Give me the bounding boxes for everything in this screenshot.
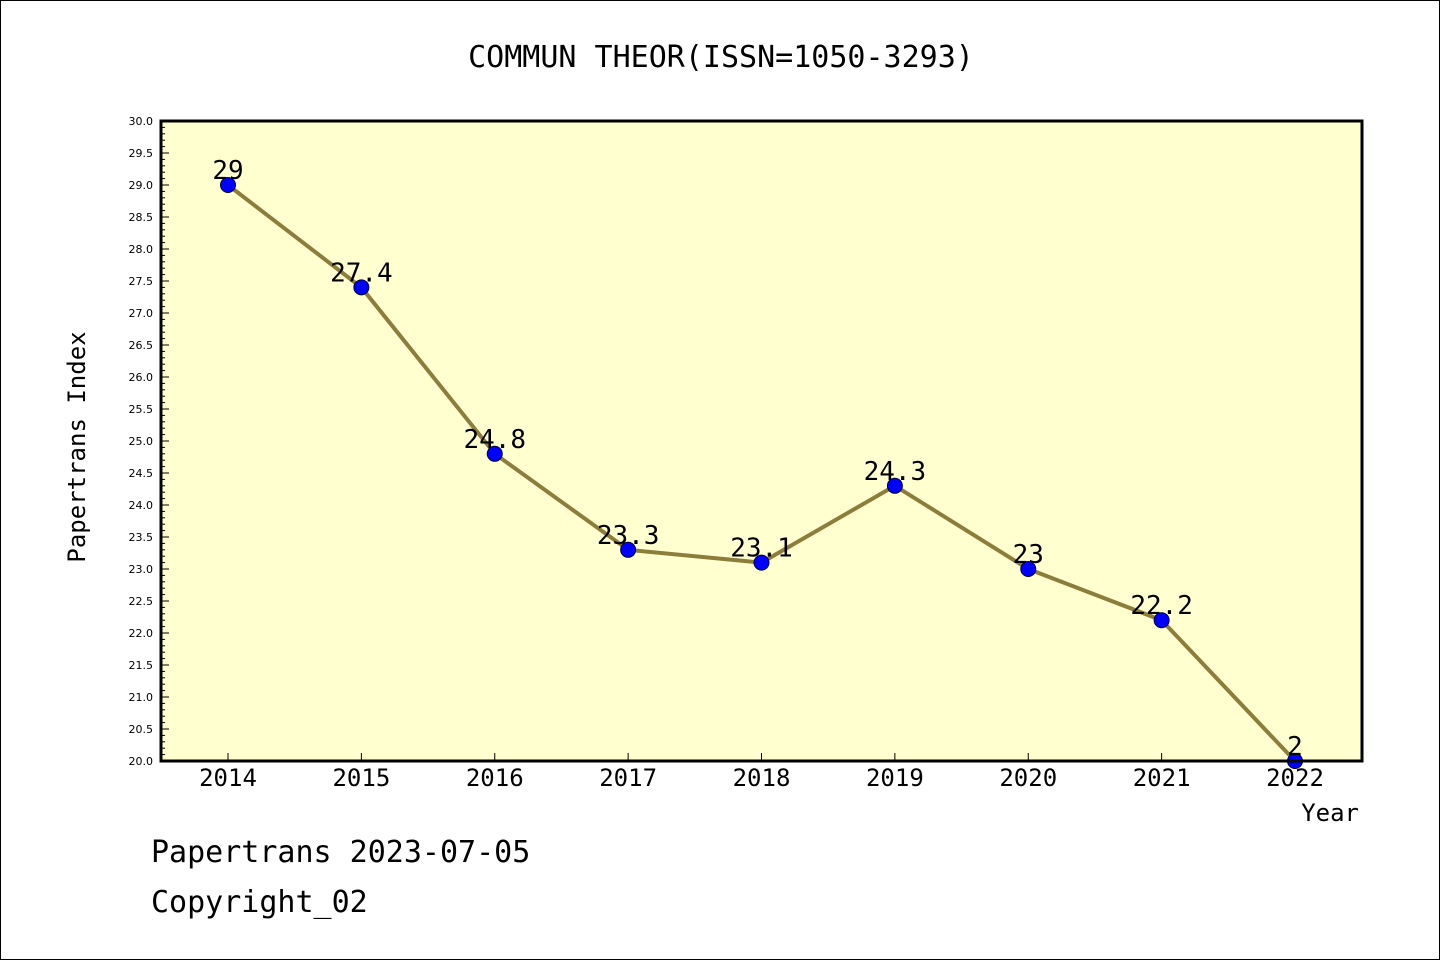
x-tick-label: 2021 bbox=[1133, 764, 1191, 792]
y-tick-label: 27.5 bbox=[129, 275, 154, 288]
y-tick-label: 22.0 bbox=[129, 627, 154, 640]
y-tick-label: 28.5 bbox=[129, 211, 154, 224]
y-tick-label: 21.0 bbox=[129, 691, 154, 704]
data-label: 23.1 bbox=[730, 534, 793, 564]
y-tick-label: 20.0 bbox=[129, 755, 154, 768]
data-label: 24.8 bbox=[463, 425, 526, 455]
markers-group bbox=[220, 177, 1303, 769]
data-label: 29 bbox=[212, 156, 243, 186]
x-tick-label: 2015 bbox=[332, 764, 390, 792]
footer-date: Papertrans 2023-07-05 bbox=[151, 835, 531, 870]
data-label: 2 bbox=[1287, 732, 1303, 762]
data-point bbox=[220, 177, 236, 193]
x-tick-label: 2018 bbox=[733, 764, 791, 792]
x-tick-label: 2017 bbox=[599, 764, 657, 792]
y-tick-label: 21.5 bbox=[129, 659, 154, 672]
y-tick-label: 29.0 bbox=[129, 179, 154, 192]
plot-area bbox=[161, 121, 1362, 761]
data-label: 22.2 bbox=[1130, 591, 1193, 621]
x-tick-label: 2020 bbox=[999, 764, 1057, 792]
x-tick-label: 2019 bbox=[866, 764, 924, 792]
y-tick-label: 29.5 bbox=[129, 147, 154, 160]
y-tick-label: 25.5 bbox=[129, 403, 154, 416]
plot-border bbox=[159, 119, 1364, 763]
data-label: 27.4 bbox=[330, 258, 393, 288]
y-axis-label: Papertrans Index bbox=[63, 331, 91, 562]
y-tick-label: 26.0 bbox=[129, 371, 154, 384]
chart-title: COMMUN THEOR(ISSN=1050-3293) bbox=[468, 40, 974, 75]
y-tick-label: 24.0 bbox=[129, 499, 154, 512]
y-tick-label: 30.0 bbox=[129, 115, 154, 128]
data-point bbox=[486, 445, 503, 462]
y-tick-label: 26.5 bbox=[129, 339, 154, 352]
data-point bbox=[620, 541, 637, 558]
x-tick-label: 2016 bbox=[466, 764, 524, 792]
data-point bbox=[753, 554, 770, 571]
x-tick-label: 2014 bbox=[199, 764, 257, 792]
data-label: 23.3 bbox=[597, 521, 660, 551]
y-tick-label: 24.5 bbox=[129, 467, 154, 480]
y-tick-label: 28.0 bbox=[129, 243, 154, 256]
data-point bbox=[886, 477, 903, 494]
y-tick-label: 25.0 bbox=[129, 435, 154, 448]
y-tick-label: 23.0 bbox=[129, 563, 154, 576]
x-axis-label: Year bbox=[1301, 799, 1359, 827]
y-tick-label: 20.5 bbox=[129, 723, 154, 736]
data-label: 24.3 bbox=[864, 457, 927, 487]
data-point bbox=[353, 279, 370, 296]
footer-copyright: Copyright_02 bbox=[151, 885, 368, 920]
y-tick-label: 27.0 bbox=[129, 307, 154, 320]
data-labels-group: 29 27.4 24.8 23.3 23.1 24.3 23 22.2 2 bbox=[212, 156, 1302, 762]
x-axis: 2014 2015 2016 2017 2018 2019 2020 2021 2022 bbox=[199, 753, 1324, 792]
data-point bbox=[1153, 612, 1170, 629]
data-label: 23 bbox=[1013, 540, 1044, 570]
data-point bbox=[1020, 561, 1037, 577]
y-tick-label: 22.5 bbox=[129, 595, 154, 608]
y-tick-label: 23.5 bbox=[129, 531, 154, 544]
